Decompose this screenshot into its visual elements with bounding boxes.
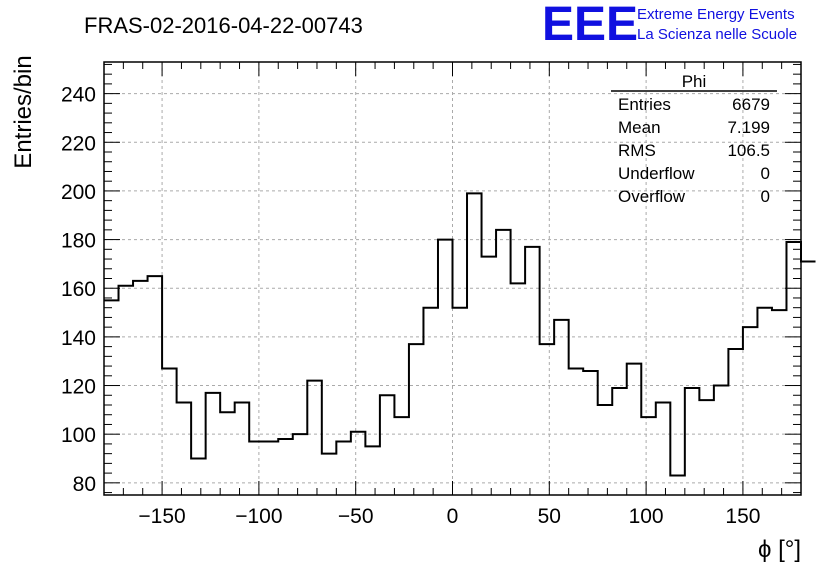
- histogram-bin: [467, 193, 482, 495]
- axis-ticks: [103, 62, 802, 495]
- y-tick-label: 240: [61, 84, 96, 107]
- stats-row-label: Underflow: [618, 164, 695, 183]
- stats-rows: Entries 6679 Mean 7.199 RMS 106.5 Underflow 0 Ov…: [618, 95, 770, 206]
- histogram-bin: [423, 308, 438, 495]
- x-tick-label: −50: [338, 505, 374, 528]
- logo-line1: Extreme Energy Events: [637, 6, 795, 23]
- histogram-bin: [482, 257, 497, 495]
- y-tick-label: 140: [61, 327, 96, 350]
- x-tick-label: 0: [447, 505, 459, 528]
- histogram-bin: [220, 412, 235, 495]
- histogram-bin: [772, 310, 787, 495]
- stats-row-value: 106.5: [727, 141, 770, 160]
- stats-box: Phi Entries 6679 Mean 7.199 RMS 106.5 Underflo…: [611, 72, 777, 206]
- histogram-bin: [757, 308, 772, 495]
- stats-row-value: 0: [761, 187, 770, 206]
- histogram-bin: [409, 344, 424, 495]
- histogram-bin: [496, 230, 511, 495]
- histogram-bin: [627, 364, 642, 495]
- histogram-bin: [336, 441, 351, 495]
- histogram-bin: [699, 400, 714, 495]
- histogram-bin: [264, 441, 279, 495]
- y-tick-label: 200: [61, 181, 96, 204]
- histogram-bin: [133, 281, 148, 495]
- histogram-bin: [511, 283, 526, 495]
- histogram-bins: [104, 193, 816, 495]
- histogram-bin: [554, 320, 569, 495]
- histogram-bin: [235, 403, 250, 495]
- histogram-bin: [249, 441, 264, 495]
- histogram-bin: [670, 476, 685, 495]
- histogram-bin: [583, 371, 598, 495]
- histogram-bin: [278, 439, 293, 495]
- histogram-bin: [525, 247, 540, 495]
- stats-row-value: 0: [761, 164, 770, 183]
- x-axis-label: ϕ [°]: [758, 536, 801, 563]
- y-tick-label: 220: [61, 132, 96, 155]
- histogram-bin: [293, 434, 308, 495]
- stats-row-value: 6679: [732, 95, 770, 114]
- histogram-bin: [728, 349, 743, 495]
- x-tick-label: −150: [138, 505, 185, 528]
- logo-mark: EEE: [542, 0, 638, 51]
- histogram-outline: [104, 192, 816, 477]
- histogram-bin: [380, 395, 395, 495]
- histogram-bin: [540, 344, 555, 495]
- stats-title: Phi: [682, 72, 707, 91]
- histogram-bin: [177, 403, 192, 495]
- x-tick-label: 50: [538, 505, 561, 528]
- histogram-bin: [365, 446, 380, 495]
- histogram-bin: [191, 459, 206, 495]
- histogram-bin: [394, 417, 409, 495]
- histogram-bin: [322, 454, 337, 495]
- logo-line2: La Scienza nelle Scuole: [637, 26, 797, 43]
- histogram-bin: [786, 242, 801, 495]
- histogram-bin: [162, 369, 177, 495]
- y-tick-label: 180: [61, 230, 96, 253]
- x-tick-label: 150: [725, 505, 760, 528]
- histogram-bin: [598, 405, 613, 495]
- histogram-bin: [685, 388, 700, 495]
- histogram-bin: [351, 432, 366, 495]
- stats-row-label: Overflow: [618, 187, 686, 206]
- stats-row-label: Entries: [618, 95, 671, 114]
- histogram-bin: [569, 369, 584, 495]
- histogram-bin: [453, 308, 468, 495]
- histogram-bin: [714, 386, 729, 495]
- histogram-bin: [104, 300, 119, 495]
- y-tick-label: 80: [73, 473, 96, 496]
- histogram-bin: [743, 327, 758, 495]
- histogram-bin: [307, 381, 322, 495]
- stats-row-label: RMS: [618, 141, 656, 160]
- histogram-bin: [656, 403, 671, 495]
- axis-tick-labels: −150 −100 −50 0 50 100 150 80 100 120 140 160 180 200…: [61, 84, 760, 528]
- chart-title: FRAS-02-2016-04-22-00743: [84, 13, 363, 38]
- eee-logo: EEE Extreme Energy Events La Scienza nel…: [542, 0, 797, 51]
- y-axis-label: Entries/bin: [10, 55, 37, 168]
- y-tick-label: 120: [61, 376, 96, 399]
- histogram-bin: [801, 261, 816, 495]
- x-tick-label: −100: [235, 505, 282, 528]
- histogram-bin: [119, 286, 134, 495]
- histogram-bin: [438, 240, 453, 495]
- plot-frame: [103, 61, 802, 496]
- x-tick-label: 100: [629, 505, 664, 528]
- y-tick-label: 160: [61, 278, 96, 301]
- stats-row-value: 7.199: [727, 118, 770, 137]
- y-tick-label: 100: [61, 424, 96, 447]
- histogram-bin: [641, 417, 656, 495]
- histogram-bin: [612, 388, 627, 495]
- histogram-bin: [206, 393, 221, 495]
- histogram-bin: [148, 276, 163, 495]
- stats-row-label: Mean: [618, 118, 661, 137]
